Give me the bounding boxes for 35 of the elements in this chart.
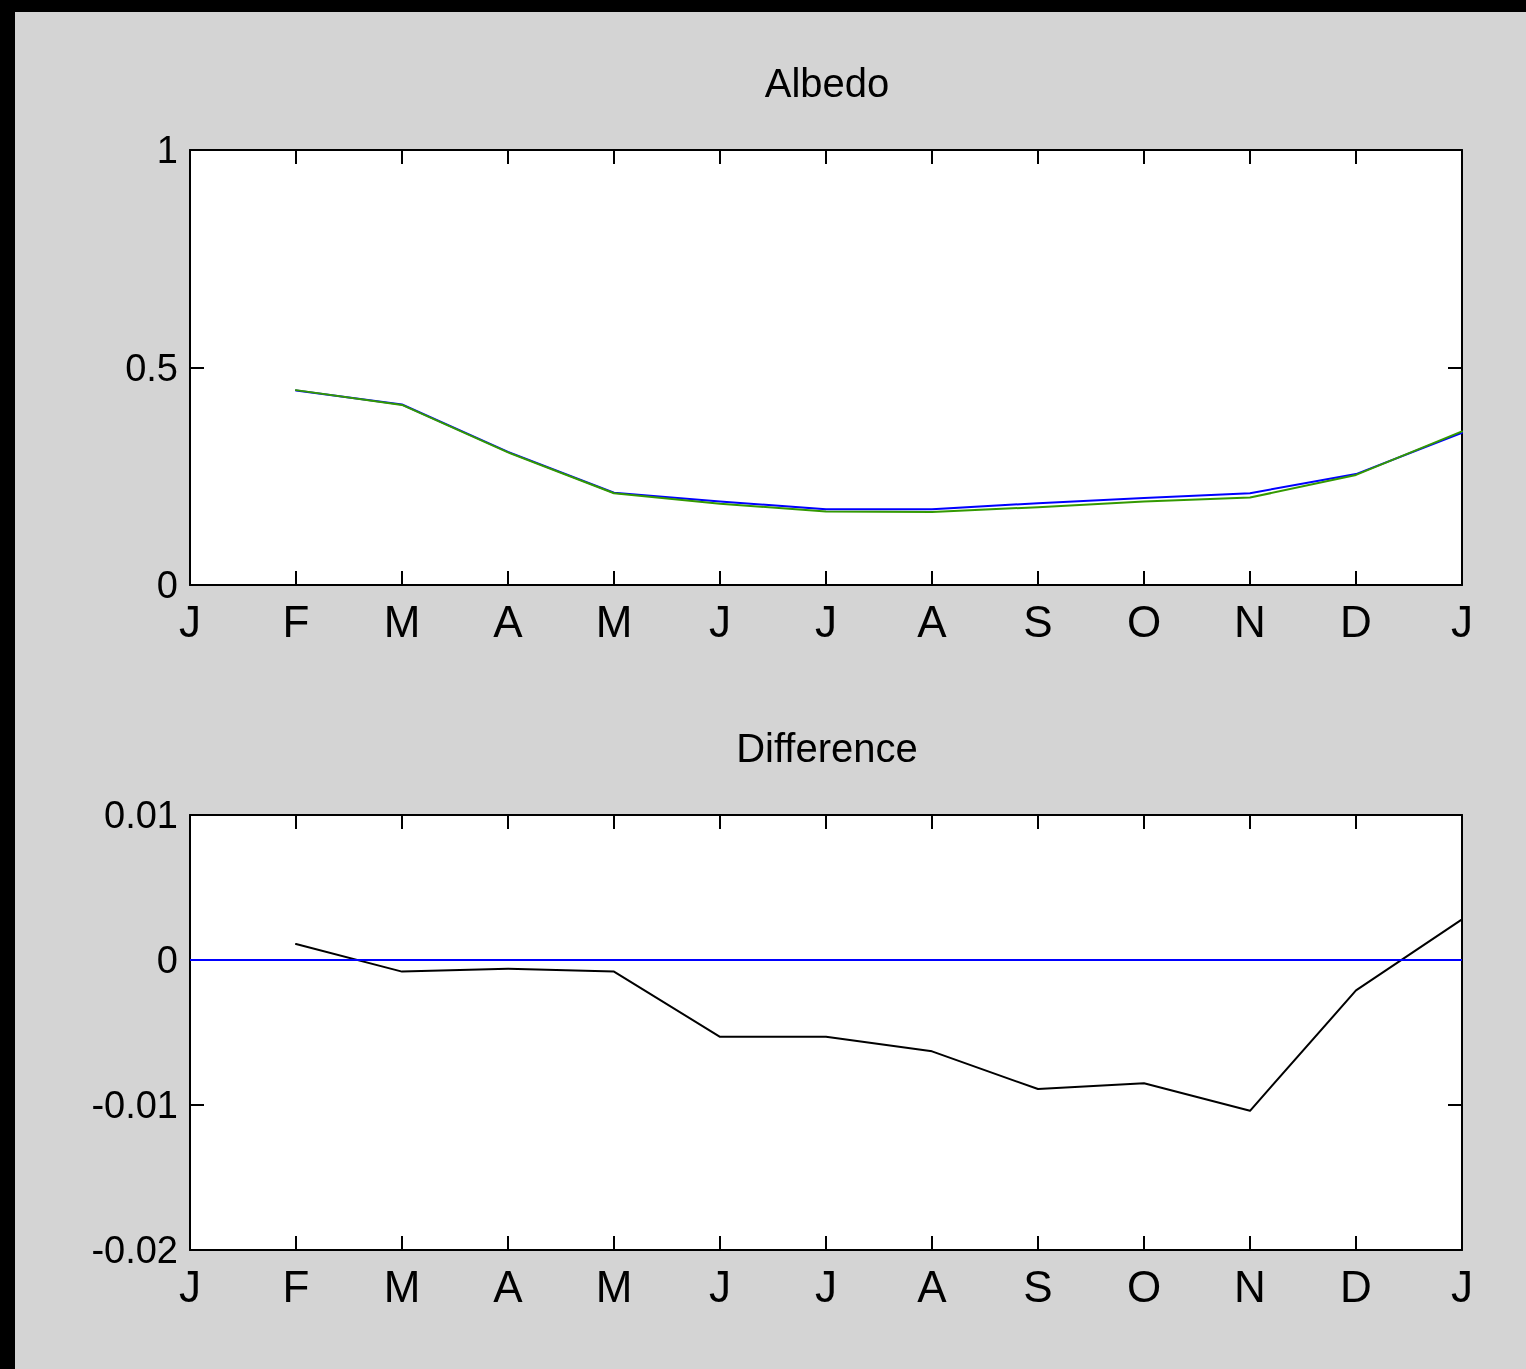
y-tick-label: -0.01 (91, 1084, 178, 1126)
y-tick-label: 1 (156, 129, 178, 171)
x-tick-label: J (1451, 596, 1473, 646)
y-tick-label: 0 (156, 564, 178, 606)
x-tick-label: M (595, 1261, 633, 1311)
x-tick-label: S (1023, 1261, 1053, 1311)
x-tick-label: A (917, 596, 948, 646)
chart-title: Albedo (764, 61, 890, 105)
x-tick-label: N (1234, 1261, 1266, 1311)
chart-title: Difference (736, 726, 918, 770)
y-tick-label: -0.02 (91, 1229, 178, 1271)
x-tick-label: M (383, 596, 421, 646)
x-tick-label: D (1340, 596, 1372, 646)
x-tick-label: M (383, 1261, 421, 1311)
x-tick-label: A (493, 1261, 524, 1311)
x-tick-label: O (1126, 596, 1162, 646)
x-tick-label: F (282, 1261, 310, 1311)
x-tick-label: S (1023, 596, 1053, 646)
x-tick-label: D (1340, 1261, 1372, 1311)
x-tick-label: O (1126, 1261, 1162, 1311)
x-tick-label: J (179, 596, 201, 646)
y-tick-label: 0 (156, 939, 178, 981)
x-tick-label: A (917, 1261, 948, 1311)
x-tick-label: M (595, 596, 633, 646)
x-tick-label: F (282, 596, 310, 646)
x-tick-label: A (493, 596, 524, 646)
x-tick-label: J (179, 1261, 201, 1311)
x-tick-label: J (815, 596, 837, 646)
x-tick-label: J (815, 1261, 837, 1311)
x-tick-label: J (709, 596, 731, 646)
x-tick-label: J (709, 1261, 731, 1311)
y-tick-label: 0.5 (125, 346, 178, 389)
x-tick-label: J (1451, 1261, 1473, 1311)
x-tick-label: N (1234, 596, 1266, 646)
y-tick-label: 0.01 (104, 794, 178, 836)
